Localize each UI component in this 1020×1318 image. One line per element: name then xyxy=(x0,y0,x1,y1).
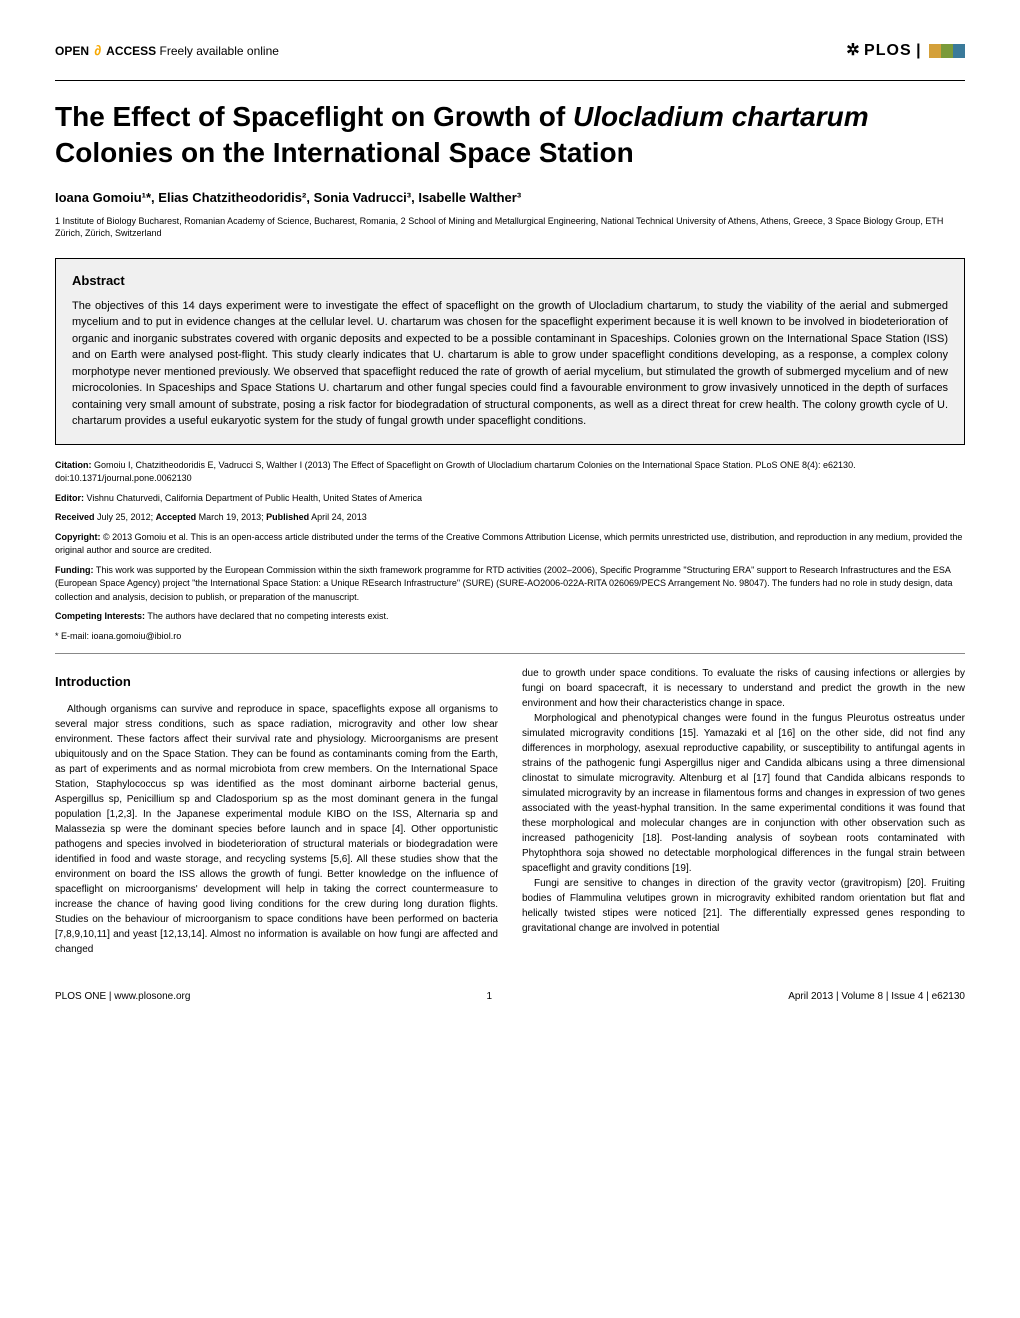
intro-paragraph-3: Fungi are sensitive to changes in direct… xyxy=(522,876,965,936)
introduction-heading: Introduction xyxy=(55,672,498,692)
dates-meta: Received July 25, 2012; Accepted March 1… xyxy=(55,511,965,525)
email-meta: * E-mail: ioana.gomoiu@ibiol.ro xyxy=(55,630,965,644)
competing-text: The authors have declared that no compet… xyxy=(145,611,388,621)
intro-paragraph-1: Although organisms can survive and repro… xyxy=(55,702,498,957)
column-right: due to growth under space conditions. To… xyxy=(522,666,965,957)
received-text: July 25, 2012; xyxy=(95,512,156,522)
funding-label: Funding: xyxy=(55,565,93,575)
header-row: OPEN ∂ ACCESS Freely available online ✲ … xyxy=(55,40,965,60)
published-text: April 24, 2013 xyxy=(309,512,367,522)
published-label: Published xyxy=(266,512,309,522)
divider-pipe: | xyxy=(916,42,920,59)
citation-text: Gomoiu I, Chatzitheodoridis E, Vadrucci … xyxy=(55,460,856,484)
accepted-text: March 19, 2013; xyxy=(196,512,266,522)
oa-access-text: ACCESS xyxy=(106,44,156,58)
accepted-label: Accepted xyxy=(156,512,197,522)
open-access-badge: OPEN ∂ ACCESS Freely available online xyxy=(55,42,279,58)
competing-meta: Competing Interests: The authors have de… xyxy=(55,610,965,624)
copyright-text: © 2013 Gomoiu et al. This is an open-acc… xyxy=(55,532,962,556)
two-column-body: Introduction Although organisms can surv… xyxy=(55,666,965,957)
authors-line: Ioana Gomoiu¹*, Elias Chatzitheodoridis²… xyxy=(55,190,965,205)
footer-page-number: 1 xyxy=(487,991,493,1002)
column-left: Introduction Although organisms can surv… xyxy=(55,666,498,957)
affiliations: 1 Institute of Biology Bucharest, Romani… xyxy=(55,215,965,240)
footer-right: April 2013 | Volume 8 | Issue 4 | e62130 xyxy=(788,991,965,1002)
abstract-text: The objectives of this 14 days experimen… xyxy=(72,298,948,430)
header-divider xyxy=(55,80,965,81)
funding-text: This work was supported by the European … xyxy=(55,565,953,602)
funding-meta: Funding: This work was supported by the … xyxy=(55,564,965,605)
intro-paragraph-cont: due to growth under space conditions. To… xyxy=(522,666,965,711)
lock-open-icon: ∂ xyxy=(94,42,101,58)
received-label: Received xyxy=(55,512,95,522)
editor-meta: Editor: Vishnu Chaturvedi, California De… xyxy=(55,492,965,506)
copyright-meta: Copyright: © 2013 Gomoiu et al. This is … xyxy=(55,531,965,558)
title-pre: The Effect of Spaceflight on Growth of xyxy=(55,101,573,132)
article-title: The Effect of Spaceflight on Growth of U… xyxy=(55,99,965,172)
journal-logo: ✲ PLOS | xyxy=(846,40,965,60)
meta-divider xyxy=(55,653,965,654)
citation-label: Citation: xyxy=(55,460,92,470)
plos-text: PLOS xyxy=(864,42,912,59)
title-italic: Ulocladium chartarum xyxy=(573,101,869,132)
abstract-heading: Abstract xyxy=(72,273,948,288)
intro-paragraph-2: Morphological and phenotypical changes w… xyxy=(522,711,965,876)
competing-label: Competing Interests: xyxy=(55,611,145,621)
sun-icon: ✲ xyxy=(846,42,859,59)
copyright-label: Copyright: xyxy=(55,532,101,542)
oa-open-text: OPEN xyxy=(55,44,89,58)
citation-meta: Citation: Gomoiu I, Chatzitheodoridis E,… xyxy=(55,459,965,486)
editor-label: Editor: xyxy=(55,493,84,503)
oa-freely-text: Freely available online xyxy=(160,44,279,58)
abstract-box: Abstract The objectives of this 14 days … xyxy=(55,258,965,445)
editor-text: Vishnu Chaturvedi, California Department… xyxy=(84,493,422,503)
page-footer: PLOS ONE | www.plosone.org 1 April 2013 … xyxy=(55,987,965,1002)
footer-left: PLOS ONE | www.plosone.org xyxy=(55,991,190,1002)
title-post: Colonies on the International Space Stat… xyxy=(55,137,634,168)
one-logo-icon xyxy=(929,44,965,58)
